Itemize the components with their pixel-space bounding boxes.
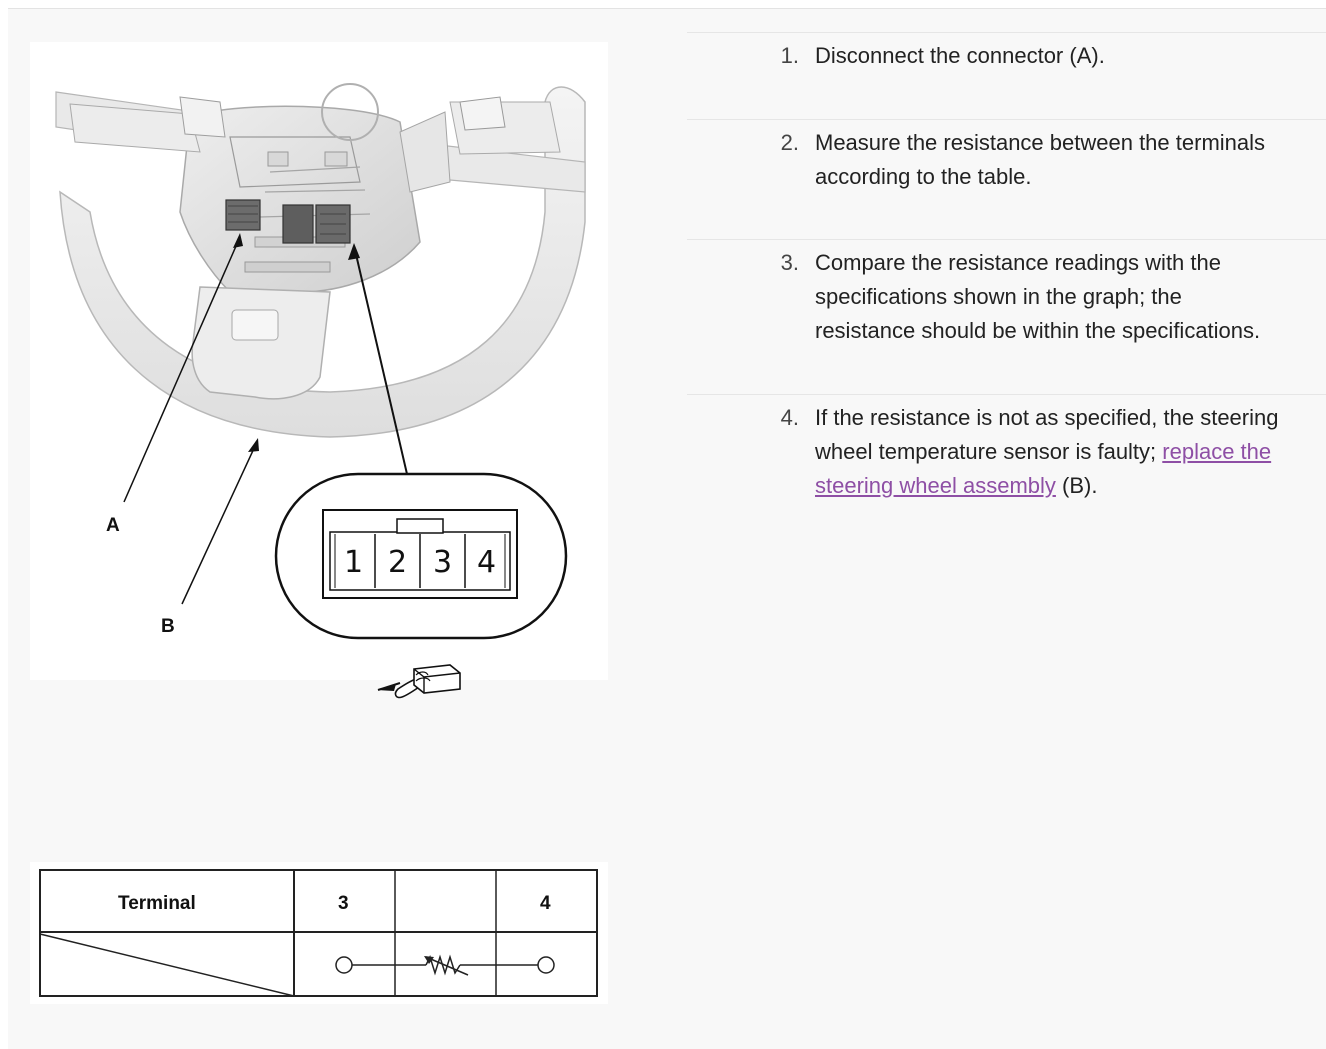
step-text: If the resistance is not as specified, t… <box>815 401 1285 514</box>
table-diagonal-line <box>39 933 295 997</box>
step-number: 1. <box>780 43 799 68</box>
callout-label-a: A <box>106 515 120 536</box>
step-1: 1. Disconnect the connector (A). <box>687 32 1326 119</box>
callout-label-b: B <box>161 616 175 637</box>
connector-pin-2: 2 <box>388 545 407 580</box>
page: A B 1 2 3 4 <box>8 8 1326 1049</box>
connector-pin-1: 1 <box>344 545 363 580</box>
step-3: 3. Compare the resistance readings with … <box>687 239 1326 394</box>
step-2: 2. Measure the resistance between the te… <box>687 119 1326 239</box>
callout-leader-lines <box>123 233 408 605</box>
table-terminal-3: 3 <box>338 893 349 914</box>
connector-pin-4: 4 <box>477 545 496 580</box>
step-text: Compare the resistance readings with the… <box>815 250 1261 343</box>
step-number: 3. <box>780 250 799 275</box>
table-header-terminal: Terminal <box>118 893 196 914</box>
step-text-before: If the resistance is not as specified, t… <box>815 405 1279 464</box>
replace-steering-wheel-link[interactable]: replace the steering wheel assembly <box>815 439 1272 498</box>
step-text-after: (B). <box>1055 473 1098 498</box>
step-number: 2. <box>780 130 799 155</box>
terminal-table: Terminal 3 4 <box>30 862 608 1004</box>
step-text: Disconnect the connector (A). <box>815 43 1105 68</box>
step-text: Measure the resistance between the termi… <box>815 130 1266 189</box>
connector-detail-callout: 1 2 3 4 <box>274 472 568 640</box>
connector-pin-3: 3 <box>433 545 452 580</box>
steering-wheel-figure: A B 1 2 3 4 <box>30 42 608 680</box>
step-4: 4. If the resistance is not as specified… <box>687 394 1326 514</box>
steering-wheel-drawing <box>55 83 586 438</box>
table-terminal-4: 4 <box>540 893 551 914</box>
step-number: 4. <box>780 405 799 430</box>
thermistor-resistor-symbol <box>335 954 555 976</box>
procedure-steps: 1. Disconnect the connector (A). 2. Meas… <box>687 32 1326 514</box>
back-probe-tool-icon <box>376 659 462 708</box>
